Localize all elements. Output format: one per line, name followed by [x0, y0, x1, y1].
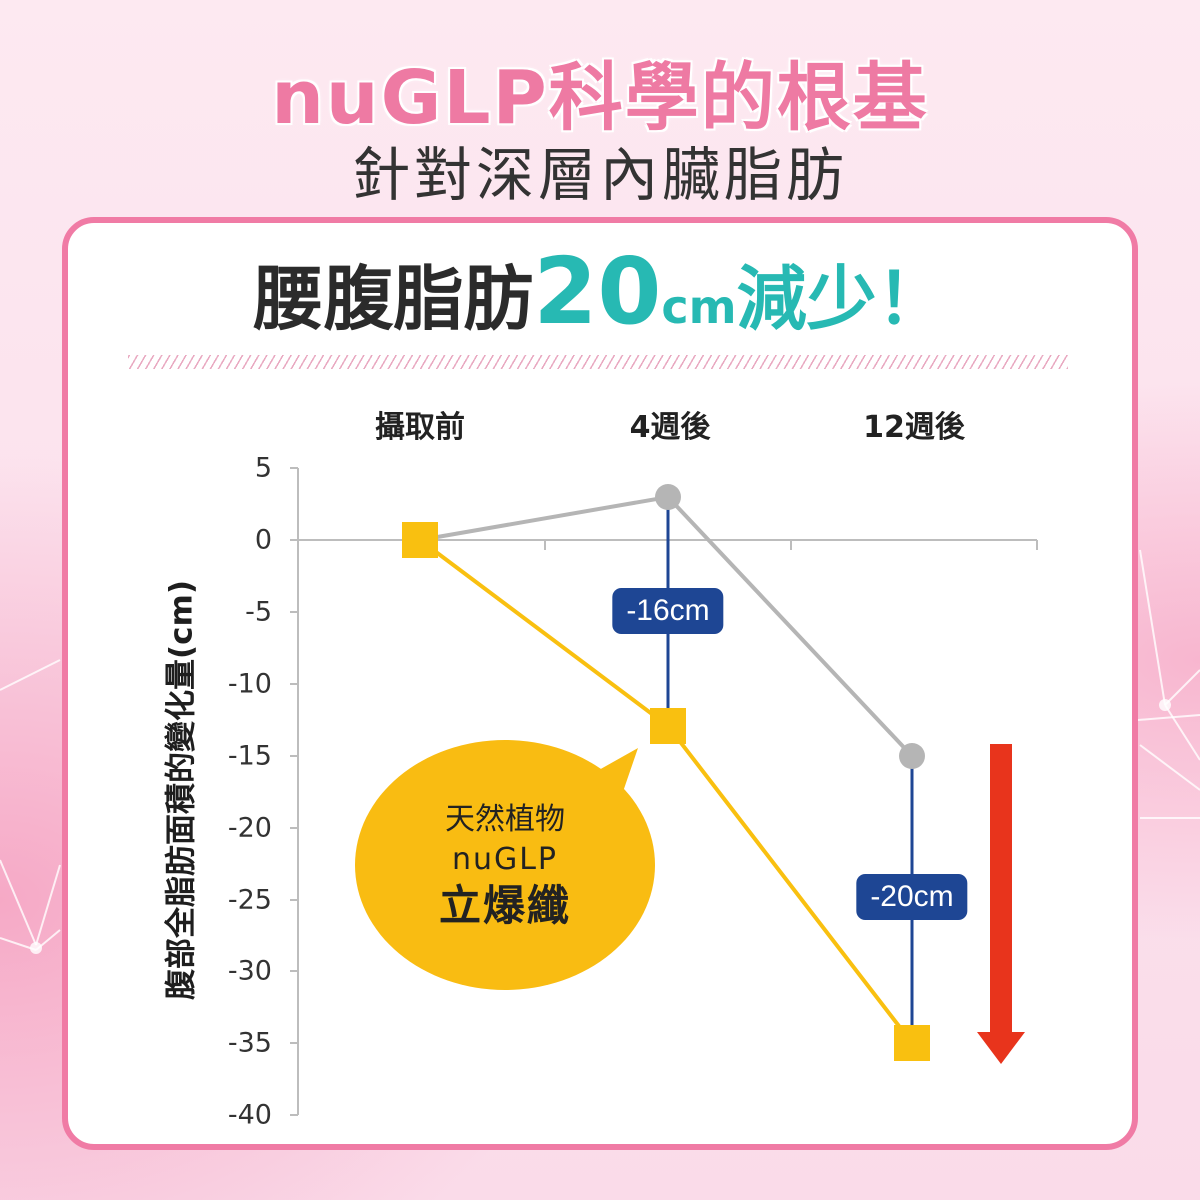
y-tick-label: -35	[227, 1027, 272, 1059]
x-category-label: 12週後	[863, 410, 965, 445]
y-tick-label: 5	[254, 452, 272, 484]
headline-suffix: 減少！	[736, 258, 947, 340]
placebo-point	[655, 484, 681, 510]
bubble-text: 天然植物 nuGLP 立爆纖	[439, 800, 571, 932]
reduction-badge-week4: -16cm	[612, 588, 724, 634]
y-tick-label: -30	[227, 955, 272, 987]
reduction-badge-week12: -20cm	[856, 874, 968, 920]
y-tick-label: -20	[227, 812, 272, 844]
chart-headline: 腰腹脂肪20cm減少！	[0, 238, 1200, 345]
bubble-line-3: 立爆纖	[438, 881, 572, 930]
headline-number: 20	[533, 238, 662, 345]
chart-card	[62, 217, 1138, 1150]
bubble-line-1: 天然植物	[444, 802, 565, 837]
y-tick-label: -40	[227, 1099, 272, 1131]
y-tick-label: -10	[227, 668, 272, 700]
nuglp-point	[650, 708, 686, 744]
x-category-label: 4週後	[629, 410, 711, 445]
page-subtitle: 針對深層內臟脂肪	[351, 141, 848, 209]
hatched-divider	[128, 355, 1068, 369]
bubble-line-2: nuGLP	[451, 842, 559, 877]
headline-unit: cm	[661, 280, 737, 334]
headline-prefix: 腰腹脂肪	[253, 258, 534, 340]
y-tick-label: -15	[227, 740, 272, 772]
x-category-label: 攝取前	[375, 410, 465, 445]
placebo-point	[899, 743, 925, 769]
red-down-arrow-icon	[977, 744, 1025, 1064]
y-tick-label: 0	[254, 524, 272, 556]
nuglp-point	[402, 522, 438, 558]
nuglp-point	[894, 1025, 930, 1061]
y-tick-label: -25	[227, 884, 272, 916]
page-title: nuGLP科學的根基	[271, 55, 929, 141]
speech-bubble	[355, 740, 655, 990]
y-tick-label: -5	[245, 596, 272, 628]
